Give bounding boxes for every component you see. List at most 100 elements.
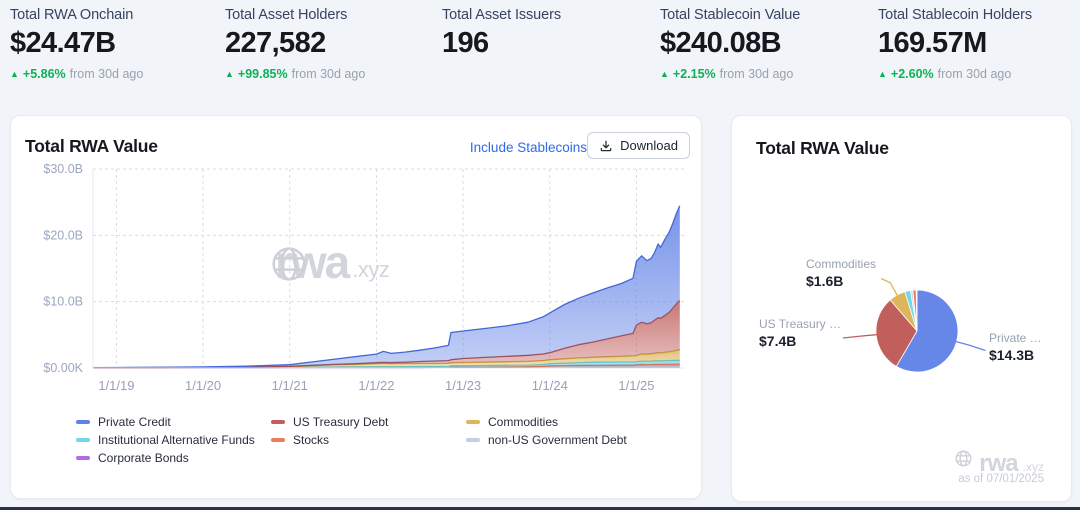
stat-value: $24.47B	[10, 27, 116, 59]
watermark-suffix: .xyz	[352, 256, 390, 282]
stats-row: Total RWA Onchain $24.47B ▲ +5.86% from …	[10, 7, 1032, 82]
as-of-date: as of 07/01/2025	[958, 473, 1044, 485]
globe-icon	[954, 449, 973, 473]
axis-labels: $0.00K $10.0B $20.0B $30.0B 1/1/19 1/1/20 1/1/…	[43, 162, 654, 393]
legend-label: non-US Government Debt	[488, 433, 627, 447]
pie-plot[interactable]	[732, 116, 1071, 501]
stat-total-stablecoin-holders: Total Stablecoin Holders 169.57M ▲ +2.60…	[878, 7, 1032, 82]
stat-value: 227,582	[225, 27, 326, 59]
stat-change: ▲ +99.85% from 30d ago	[225, 67, 442, 82]
stat-change-period: from 30d ago	[719, 67, 794, 82]
legend-column: Commodities non-US Government Debt	[466, 413, 627, 449]
legend-item-corporate-bonds[interactable]: Corporate Bonds	[76, 449, 255, 467]
rwa-area-chart[interactable]: rwa .xyz $0.00K $10.0B $20.0B $30.0B 1/1/19 1…	[11, 152, 701, 402]
legend-item-commodities[interactable]: Commodities	[466, 413, 627, 431]
download-icon	[599, 139, 613, 153]
stat-change-pct: +99.85%	[237, 67, 288, 82]
chart-title: Total RWA Value	[25, 136, 158, 156]
svg-text:$20.0B: $20.0B	[43, 228, 83, 242]
pie-slices	[875, 289, 959, 373]
total-rwa-value-chart-card: Total RWA Value Include Stablecoins Down…	[10, 115, 702, 499]
svg-text:1/1/20: 1/1/20	[185, 378, 221, 393]
legend-swatch	[76, 456, 90, 460]
svg-text:1/1/25: 1/1/25	[618, 378, 654, 393]
watermark-text: rwa	[275, 236, 350, 288]
stat-total-rwa-onchain: Total RWA Onchain $24.47B ▲ +5.86% from …	[10, 7, 225, 82]
stat-label: Total Asset Holders	[225, 7, 348, 23]
pie-label-commodities: Commodities $1.6B	[806, 257, 877, 289]
watermark-suffix: .xyz	[1022, 460, 1044, 474]
stat-change	[442, 67, 660, 82]
stat-total-asset-holders: Total Asset Holders 227,582 ▲ +99.85% fr…	[225, 7, 442, 82]
legend-swatch	[76, 438, 90, 442]
up-arrow-icon: ▲	[660, 68, 669, 79]
area-Private Credit	[93, 205, 680, 368]
rwa-watermark-small: rwa .xyz	[954, 449, 1044, 477]
legend-column: Private Credit Institutional Alternative …	[76, 413, 255, 467]
legend-swatch	[271, 420, 285, 424]
include-stablecoins-link[interactable]: Include Stablecoins	[469, 140, 587, 155]
svg-text:$30.0B: $30.0B	[43, 162, 83, 176]
leader-line	[842, 334, 877, 339]
legend-swatch	[466, 420, 480, 424]
stat-total-stablecoin-value: Total Stablecoin Value $240.08B ▲ +2.15%…	[660, 7, 878, 82]
svg-text:$0.00K: $0.00K	[43, 361, 83, 375]
stat-value: $240.08B	[660, 27, 782, 59]
legend-label: Stocks	[293, 433, 330, 447]
stat-change-period: from 30d ago	[937, 67, 1012, 82]
leader-line	[880, 278, 898, 296]
stat-label: Total Stablecoin Value	[660, 7, 801, 23]
stacked-area-plot[interactable]: $0.00K $10.0B $20.0B $30.0B 1/1/19 1/1/20 1/1/…	[11, 152, 701, 402]
stat-change: ▲ +2.15% from 30d ago	[660, 67, 878, 82]
stat-value: 169.57M	[878, 27, 987, 59]
rwa-pie-chart[interactable]: Commodities $1.6B US Treasury … $7.4B Pr…	[732, 116, 1071, 501]
line-Private Credit	[92, 205, 681, 369]
legend-item-non-us-government-debt[interactable]: non-US Government Debt	[466, 431, 627, 449]
stat-label: Total Asset Issuers	[442, 7, 561, 23]
stat-change: ▲ +2.60% from 30d ago	[878, 67, 1032, 82]
legend-label: Corporate Bonds	[98, 451, 189, 465]
legend-label: US Treasury Debt	[293, 415, 389, 429]
pie-slice-corporate-bonds	[915, 289, 918, 332]
legend-swatch	[271, 438, 285, 442]
total-rwa-pie-card: Total RWA Value Commodities $1.6B US Tre…	[731, 115, 1072, 502]
stat-change-pct: +2.60%	[890, 67, 934, 82]
svg-text:1/1/21: 1/1/21	[272, 378, 308, 393]
download-label: Download	[620, 138, 678, 153]
stat-total-asset-issuers: Total Asset Issuers 196	[442, 7, 660, 82]
area-Commodities	[93, 349, 680, 368]
area-Institutional Alternative Funds	[93, 360, 680, 368]
svg-text:1/1/24: 1/1/24	[532, 378, 568, 393]
legend-item-private-credit[interactable]: Private Credit	[76, 413, 255, 431]
bottom-divider	[0, 507, 1080, 510]
pie-title: Total RWA Value	[756, 138, 889, 158]
stat-value: 196	[442, 27, 489, 59]
svg-text:1/1/22: 1/1/22	[358, 378, 394, 393]
pie-label-us-treasury: US Treasury … $7.4B	[759, 317, 842, 349]
up-arrow-icon: ▲	[878, 68, 887, 79]
stat-change-period: from 30d ago	[291, 67, 366, 82]
pie-leader-lines	[842, 278, 986, 352]
legend-label: Commodities	[488, 415, 559, 429]
up-arrow-icon: ▲	[225, 68, 234, 79]
legend-column: US Treasury Debt Stocks	[271, 413, 388, 449]
stat-label: Total RWA Onchain	[10, 7, 134, 23]
rwa-watermark: rwa .xyz	[269, 236, 390, 288]
watermark-text: rwa	[979, 449, 1018, 477]
svg-text:1/1/19: 1/1/19	[98, 378, 134, 393]
download-button[interactable]: Download	[587, 132, 690, 159]
stat-change-pct: +2.15%	[672, 67, 716, 82]
svg-text:$10.0B: $10.0B	[43, 295, 83, 309]
up-arrow-icon: ▲	[10, 68, 19, 79]
legend-item-us-treasury-debt[interactable]: US Treasury Debt	[271, 413, 388, 431]
legend-item-stocks[interactable]: Stocks	[271, 431, 388, 449]
stat-change-period: from 30d ago	[69, 67, 144, 82]
legend-item-institutional-alternative-funds[interactable]: Institutional Alternative Funds	[76, 431, 255, 449]
stat-change: ▲ +5.86% from 30d ago	[10, 67, 225, 82]
legend-label: Institutional Alternative Funds	[98, 433, 255, 447]
svg-text:1/1/23: 1/1/23	[445, 378, 481, 393]
stat-label: Total Stablecoin Holders	[878, 7, 1032, 23]
legend-swatch	[466, 438, 480, 442]
legend-swatch	[76, 420, 90, 424]
